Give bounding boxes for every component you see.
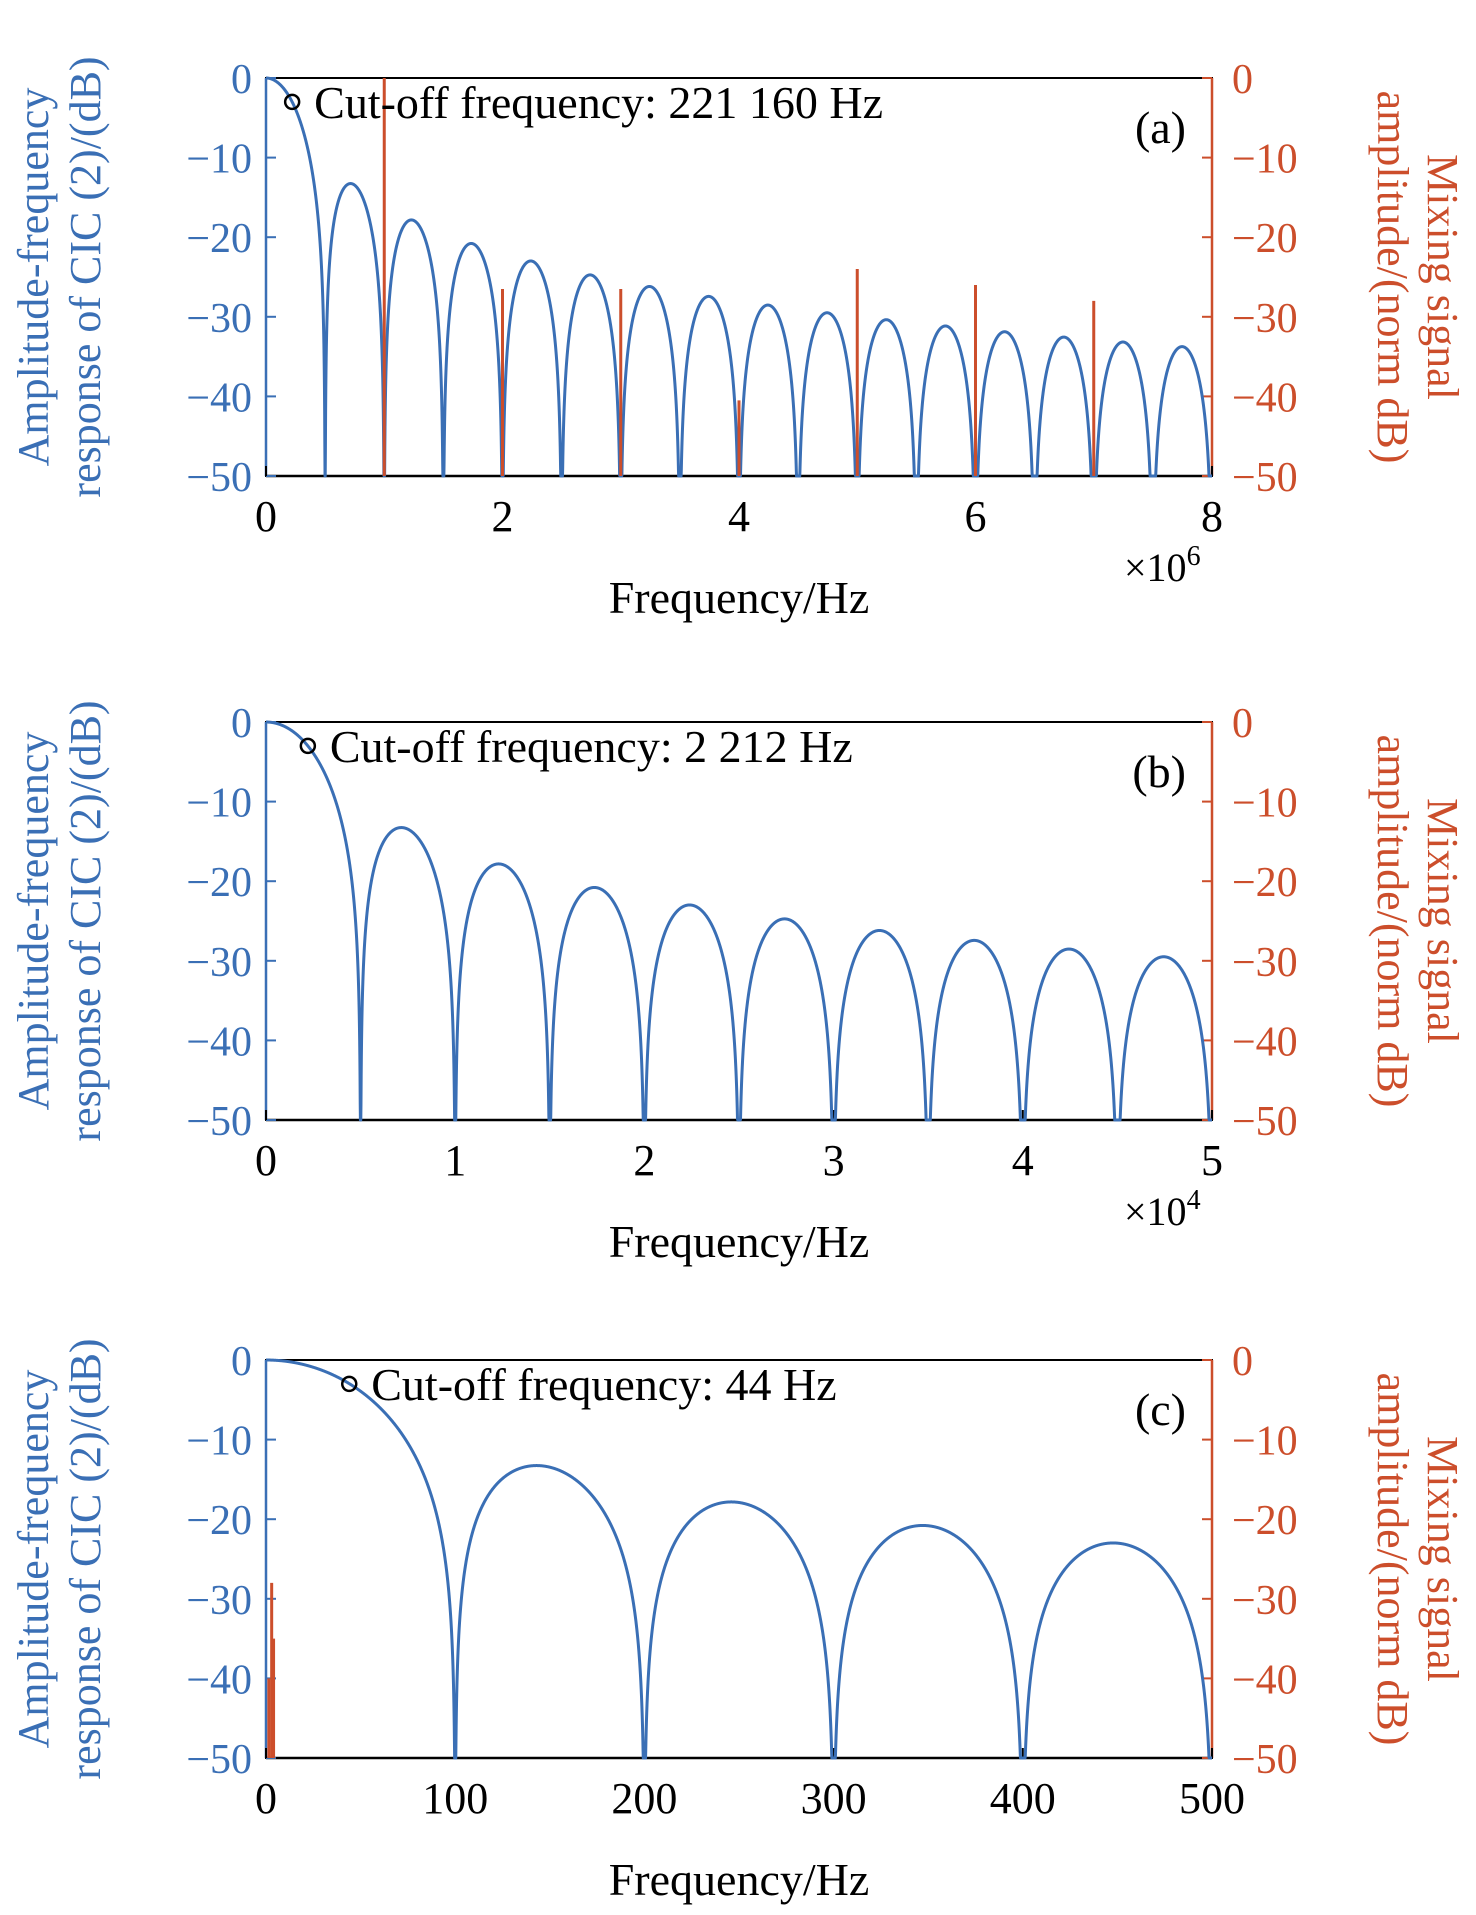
response-curve	[264, 720, 1214, 1122]
x-tick-label: 2	[633, 1136, 655, 1185]
left-y-tick-label: −10	[186, 137, 252, 183]
x-exponent-base: ×10	[1124, 545, 1187, 590]
right-y-tick-label: −50	[1232, 1737, 1298, 1783]
x-exponent-base: ×10	[1124, 1189, 1187, 1234]
left-y-axis-label: response of CIC (2)/(dB)	[61, 56, 110, 497]
x-tick-label: 4	[1012, 1136, 1034, 1185]
left-y-tick-label: −10	[186, 781, 252, 827]
right-y-axis-label: amplitude/(norm dB)	[1368, 1373, 1417, 1746]
cutoff-marker	[299, 737, 317, 755]
left-y-tick-label: −40	[186, 375, 252, 421]
right-y-tick-label: 0	[1232, 57, 1253, 103]
x-tick-label: 2	[492, 492, 514, 541]
x-tick-label: 400	[990, 1774, 1056, 1823]
left-y-tick-label: −20	[186, 1498, 252, 1544]
panel-2: 0 0−10 −10−20 −20−30 −30−40 −40−50 −500 100 200 3…	[9, 1338, 1467, 1905]
x-tick-label: 300	[801, 1774, 867, 1823]
x-tick-label: 5	[1201, 1136, 1223, 1185]
x-tick-label: 6	[965, 492, 987, 541]
plot-frame	[265, 721, 1213, 1121]
right-y-tick-label: −30	[1232, 296, 1298, 342]
left-y-tick-label: −40	[186, 1657, 252, 1703]
right-y-tick-label: −10	[1232, 137, 1298, 183]
right-y-tick-label: −40	[1232, 375, 1298, 421]
x-axis-label: Frequency/Hz	[609, 572, 870, 623]
response-curve	[264, 1358, 1214, 1760]
left-y-axis-label: response of CIC (2)/(dB)	[61, 1338, 110, 1779]
x-exponent: ×104	[1124, 1185, 1201, 1234]
left-y-tick-label: −30	[186, 1578, 252, 1624]
cutoff-marker	[283, 93, 301, 111]
cutoff-marker	[340, 1375, 358, 1393]
right-y-tick-label: −20	[1232, 1498, 1298, 1544]
panel-label: (a)	[1135, 102, 1186, 153]
plot-frame	[265, 1359, 1213, 1759]
panel-label: (b)	[1132, 746, 1186, 797]
x-axis-label: Frequency/Hz	[609, 1216, 870, 1267]
left-y-tick-label: −50	[186, 455, 252, 501]
left-y-tick-label: 0	[231, 57, 252, 103]
right-y-tick-label: −40	[1232, 1019, 1298, 1065]
right-y-tick-label: −20	[1232, 860, 1298, 906]
x-tick-label: 0	[255, 1136, 277, 1185]
right-y-tick-label: −10	[1232, 1419, 1298, 1465]
x-exponent-power: 6	[1187, 541, 1201, 572]
right-y-tick-label: −40	[1232, 1657, 1298, 1703]
right-y-tick-label: −10	[1232, 781, 1298, 827]
left-y-tick-label: −40	[186, 1019, 252, 1065]
x-tick-label: 0	[255, 1774, 277, 1823]
left-y-tick-label: 0	[231, 1339, 252, 1385]
panel-label: (c)	[1135, 1384, 1186, 1435]
x-axis-label: Frequency/Hz	[609, 1854, 870, 1905]
cutoff-annotation: Cut-off frequency: 221 160 Hz	[314, 77, 883, 128]
left-y-tick-label: −30	[186, 296, 252, 342]
right-y-tick-label: −50	[1232, 1099, 1298, 1145]
right-y-axis-label: Mixing signal	[1418, 154, 1467, 400]
right-y-tick-label: −20	[1232, 216, 1298, 262]
x-tick-label: 8	[1201, 492, 1223, 541]
left-y-tick-label: −30	[186, 940, 252, 986]
cutoff-annotation: Cut-off frequency: 44 Hz	[371, 1359, 836, 1410]
cutoff-annotation: Cut-off frequency: 2 212 Hz	[330, 721, 853, 772]
right-y-tick-label: −30	[1232, 940, 1298, 986]
left-y-tick-label: −10	[186, 1419, 252, 1465]
left-y-tick-label: −50	[186, 1099, 252, 1145]
left-y-axis-label: Amplitude-frequency	[9, 732, 58, 1111]
x-tick-label: 100	[422, 1774, 488, 1823]
panel-0: 0 0−10 −10−20 −20−30 −30−40 −40−50 −500 2 4 6 8×10…	[9, 56, 1467, 623]
left-y-axis-label: Amplitude-frequency	[9, 1370, 58, 1749]
left-y-axis-label: response of CIC (2)/(dB)	[61, 700, 110, 1141]
left-y-axis-label: Amplitude-frequency	[9, 88, 58, 467]
x-tick-label: 4	[728, 492, 750, 541]
right-y-tick-label: −50	[1232, 455, 1298, 501]
panel-1: 0 0−10 −10−20 −20−30 −30−40 −40−50 −500 1 2 3 4 5×1…	[9, 700, 1467, 1267]
left-y-tick-label: −50	[186, 1737, 252, 1783]
right-y-tick-label: 0	[1232, 701, 1253, 747]
left-y-tick-label: −20	[186, 216, 252, 262]
x-exponent: ×106	[1124, 541, 1201, 590]
x-tick-label: 200	[611, 1774, 677, 1823]
x-tick-label: 500	[1179, 1774, 1245, 1823]
right-y-axis-label: amplitude/(norm dB)	[1368, 91, 1417, 464]
right-y-axis-label: Mixing signal	[1418, 798, 1467, 1044]
x-tick-label: 1	[444, 1136, 466, 1185]
x-tick-label: 3	[823, 1136, 845, 1185]
x-tick-label: 0	[255, 492, 277, 541]
left-y-tick-label: −20	[186, 860, 252, 906]
right-y-tick-label: −30	[1232, 1578, 1298, 1624]
right-y-axis-label: amplitude/(norm dB)	[1368, 735, 1417, 1108]
left-y-tick-label: 0	[231, 701, 252, 747]
x-exponent-power: 4	[1187, 1185, 1201, 1216]
right-y-axis-label: Mixing signal	[1418, 1436, 1467, 1682]
right-y-tick-label: 0	[1232, 1339, 1253, 1385]
